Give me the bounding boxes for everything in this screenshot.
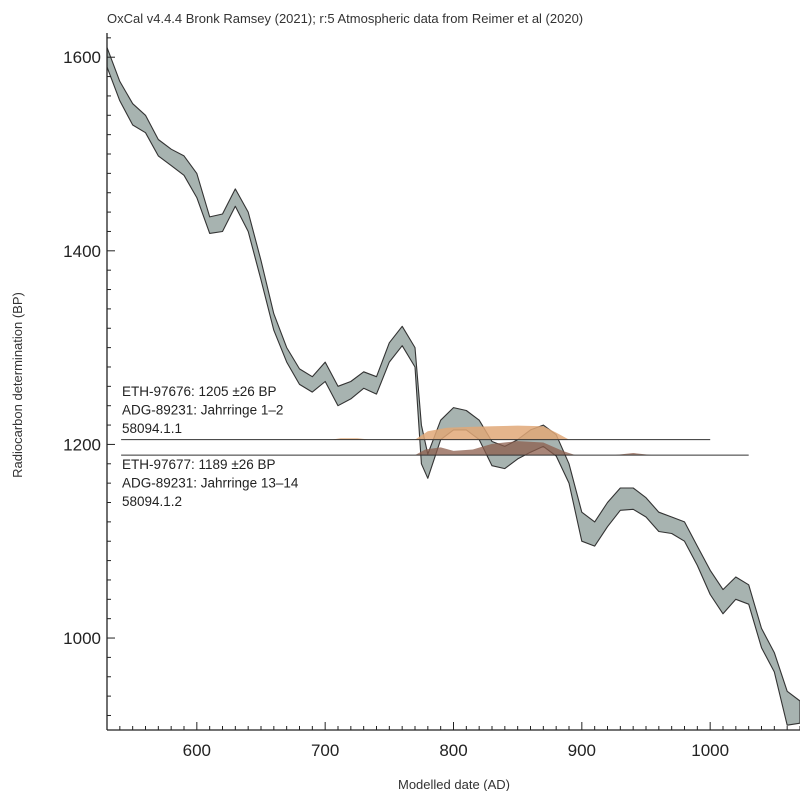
sample-1-lab-code: 58094.1.1	[122, 421, 182, 436]
x-tick-label-700: 700	[311, 741, 339, 760]
sample-2-lab-code: 58094.1.2	[122, 494, 182, 509]
sample-2-distribution	[415, 441, 653, 456]
x-axis-label: Modelled date (AD)	[398, 777, 510, 791]
y-tick-label-1200: 1200	[63, 435, 101, 454]
sample-2-description: ADG-89231: Jahrringe 13–14	[122, 476, 299, 491]
calibration-curve-band	[107, 46, 800, 726]
x-tick-label-900: 900	[568, 741, 596, 760]
chart-title: OxCal v4.4.4 Bronk Ramsey (2021); r:5 At…	[107, 11, 583, 26]
y-tick-label-1600: 1600	[63, 48, 101, 67]
axes: 600 700 800 900 1000 1000 1200 1400 1600	[63, 33, 800, 760]
sample-1-description: ADG-89231: Jahrringe 1–2	[122, 403, 283, 418]
y-axis-label: Radiocarbon determination (BP)	[10, 292, 25, 478]
x-tick-label-1000: 1000	[691, 741, 729, 760]
y-tick-label-1000: 1000	[63, 629, 101, 648]
x-tick-label-600: 600	[183, 741, 211, 760]
x-tick-label-800: 800	[439, 741, 467, 760]
sample-1-distribution	[331, 425, 569, 440]
sample-2-id: ETH-97677: 1189 ±26 BP	[122, 457, 276, 472]
sample-labels: ETH-97676: 1205 ±26 BP ADG-89231: Jahrrin…	[122, 384, 299, 509]
sample-1-id: ETH-97676: 1205 ±26 BP	[122, 384, 277, 399]
plot-area	[107, 46, 800, 726]
y-tick-label-1400: 1400	[63, 242, 101, 261]
